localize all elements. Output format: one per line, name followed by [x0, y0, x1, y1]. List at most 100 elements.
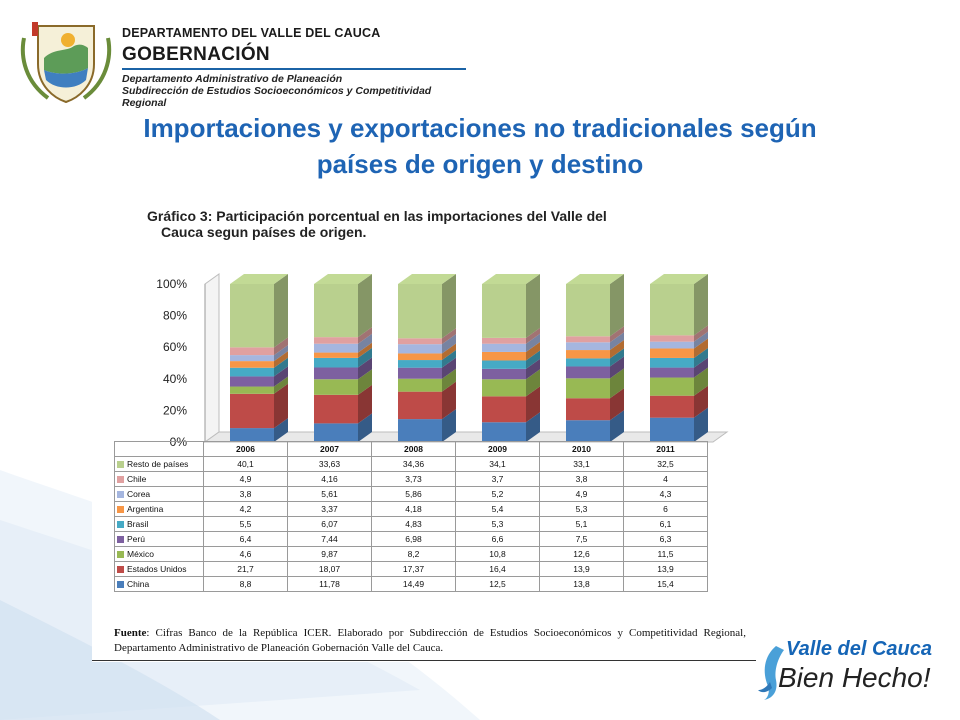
- bar-segment: [230, 284, 274, 348]
- table-cell: 13,9: [623, 561, 708, 577]
- table-cell: 16,4: [455, 561, 540, 577]
- table-cell: 3,73: [371, 471, 456, 487]
- bar-segment: [230, 367, 274, 377]
- bar-segment-side: [610, 340, 624, 359]
- bar-segment-side: [358, 369, 372, 395]
- table-cell: 14,49: [371, 576, 456, 592]
- bar-segment-side: [526, 327, 540, 344]
- bar-top-face: [230, 274, 288, 284]
- bar-segment: [314, 394, 358, 424]
- bar-segment: [650, 367, 694, 378]
- table-row-label: China: [114, 576, 204, 592]
- bar-segment-side: [526, 341, 540, 361]
- legend-swatch: [117, 476, 124, 484]
- table-row-label: Corea: [114, 486, 204, 502]
- legend-label: Argentina: [127, 504, 164, 514]
- bar-segment-side: [442, 381, 456, 420]
- bar-segment-side: [442, 350, 456, 368]
- table-cell: 4,3: [623, 486, 708, 502]
- y-tick-label: 80%: [163, 309, 187, 323]
- bar-top-face: [314, 274, 372, 284]
- table-cell: 8,2: [371, 546, 456, 562]
- bar-segment-side: [694, 347, 708, 368]
- table-cell: 17,37: [371, 561, 456, 577]
- bar-segment: [398, 419, 442, 442]
- bar-segment-side: [610, 388, 624, 421]
- table-year-header: 2011: [623, 441, 708, 457]
- table-row: Chile 4,9 4,16 3,73 3,7 3,8 4: [114, 471, 708, 487]
- table-row: Brasil 5,5 6,07 4,83 5,3 5,1 6,1: [114, 516, 708, 532]
- dept-line-1: Departamento Administrativo de Planeació…: [122, 73, 343, 85]
- bar-segment-side: [694, 357, 708, 378]
- source-underline: [92, 660, 756, 661]
- table-cell: 5,4: [455, 501, 540, 517]
- bar-segment: [230, 393, 274, 429]
- table-cell: 4,83: [371, 516, 456, 532]
- table-year-header: 2009: [455, 441, 540, 457]
- chart-side-wall: [204, 273, 220, 443]
- table-cell: 4: [623, 471, 708, 487]
- bar-segment: [314, 343, 358, 353]
- table-cell: 7,44: [287, 531, 372, 547]
- brand-line-1: Valle del Cauca: [786, 638, 932, 660]
- bar-segment: [650, 341, 694, 349]
- bar-segment: [566, 336, 610, 343]
- bar-segment: [314, 337, 358, 344]
- bar-segment: [230, 355, 274, 362]
- bar-segment: [482, 284, 526, 338]
- table-cell: 8,8: [203, 576, 288, 592]
- bar-segment-side: [526, 386, 540, 423]
- bar-segment-side: [274, 418, 288, 442]
- table-header-row: 2006 2007 2008 2009 2010 2011: [114, 441, 708, 457]
- bar-segment-side: [442, 328, 456, 345]
- bar-segment: [482, 360, 526, 369]
- bar-segment-side: [274, 383, 288, 429]
- bar-segment: [482, 422, 526, 442]
- brand-logo: Valle del Cauca Bien Hecho!: [758, 636, 948, 712]
- legend-swatch: [117, 581, 124, 589]
- table-row: China 8,8 11,78 14,49 12,5 13,8 15,4: [114, 576, 708, 592]
- bar-segment-side: [610, 326, 624, 343]
- legend-label: Chile: [127, 474, 147, 484]
- bar-segment: [398, 344, 442, 354]
- legend-swatch: [117, 551, 124, 559]
- bird-icon: [758, 646, 784, 700]
- table-cell: 6,3: [623, 531, 708, 547]
- bar-segment-side: [358, 413, 372, 442]
- bar-segment: [650, 357, 694, 368]
- bar-segment: [398, 338, 442, 345]
- table-cell: 13,8: [539, 576, 624, 592]
- table-cell: 3,8: [203, 486, 288, 502]
- table-cell: 4,6: [203, 546, 288, 562]
- slide-title-line-2: países de origen y destino: [316, 149, 644, 179]
- table-row: Resto de países 40,1 33,63 34,36 34,1 33,1 32,…: [114, 456, 708, 472]
- legend-swatch: [117, 461, 124, 469]
- table-cell: 6,4: [203, 531, 288, 547]
- bar-segment-side: [610, 410, 624, 442]
- bar-segment: [398, 391, 442, 420]
- bar-segment: [230, 376, 274, 387]
- bar-segment-side: [610, 368, 624, 399]
- legend-swatch: [117, 521, 124, 529]
- bar-segment: [650, 395, 694, 418]
- bar-segment-side: [694, 407, 708, 442]
- bar-segment-side: [442, 334, 456, 354]
- legend-label: Brasil: [127, 519, 149, 529]
- table-cell: 3,7: [455, 471, 540, 487]
- bar-segment: [650, 417, 694, 442]
- table-cell: 33,63: [287, 456, 372, 472]
- table-cell: 5,1: [539, 516, 624, 532]
- table-row-label: Brasil: [114, 516, 204, 532]
- table-corner: [114, 441, 204, 457]
- bar-segment: [650, 377, 694, 396]
- table-cell: 33,1: [539, 456, 624, 472]
- table-cell: 34,36: [371, 456, 456, 472]
- slide-title-line-1: Importaciones y exportaciones no tradici…: [143, 113, 817, 143]
- legend-swatch: [117, 491, 124, 499]
- bar-segment-side: [442, 274, 456, 339]
- table-cell: 10,8: [455, 546, 540, 562]
- table-cell: 40,1: [203, 456, 288, 472]
- bar-segment: [230, 361, 274, 368]
- data-table: 2006 2007 2008 2009 2010 2011 Resto de países 4…: [114, 441, 708, 592]
- y-tick-label: 20%: [163, 403, 187, 417]
